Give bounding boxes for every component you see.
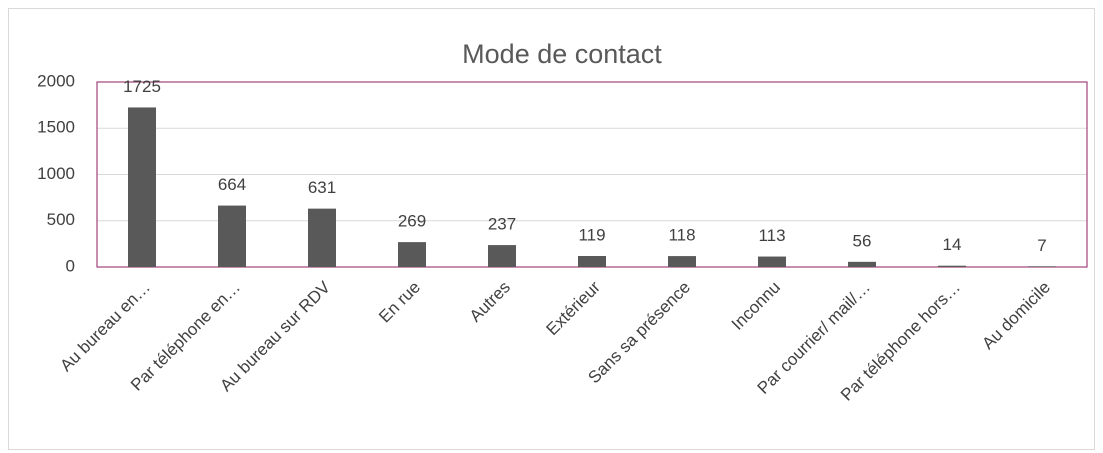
y-tick-label: 1000 (37, 164, 75, 183)
data-label: 56 (853, 231, 872, 250)
data-label: 7 (1037, 236, 1046, 255)
data-label: 14 (943, 235, 962, 254)
bar (488, 245, 516, 267)
bar (848, 261, 876, 267)
data-label: 1725 (123, 77, 161, 96)
y-tick-label: 0 (66, 256, 75, 275)
bar (398, 242, 426, 267)
bar (938, 265, 966, 267)
bar (578, 255, 606, 267)
bar (1028, 266, 1056, 267)
data-label: 269 (398, 212, 426, 231)
data-label: 664 (218, 175, 246, 194)
y-tick-label: 1500 (37, 118, 75, 137)
data-label: 631 (308, 178, 336, 197)
bar (218, 205, 246, 267)
y-tick-label: 2000 (37, 71, 75, 90)
data-label: 237 (488, 215, 516, 234)
y-tick-label: 500 (47, 210, 75, 229)
data-label: 113 (758, 226, 785, 245)
chart-border (8, 8, 1095, 450)
bar (668, 256, 696, 267)
bar (308, 208, 336, 267)
data-label: 118 (668, 226, 695, 245)
bar (128, 107, 156, 267)
bar (758, 256, 786, 267)
data-label: 119 (578, 225, 605, 244)
chart-title: Mode de contact (462, 39, 662, 69)
